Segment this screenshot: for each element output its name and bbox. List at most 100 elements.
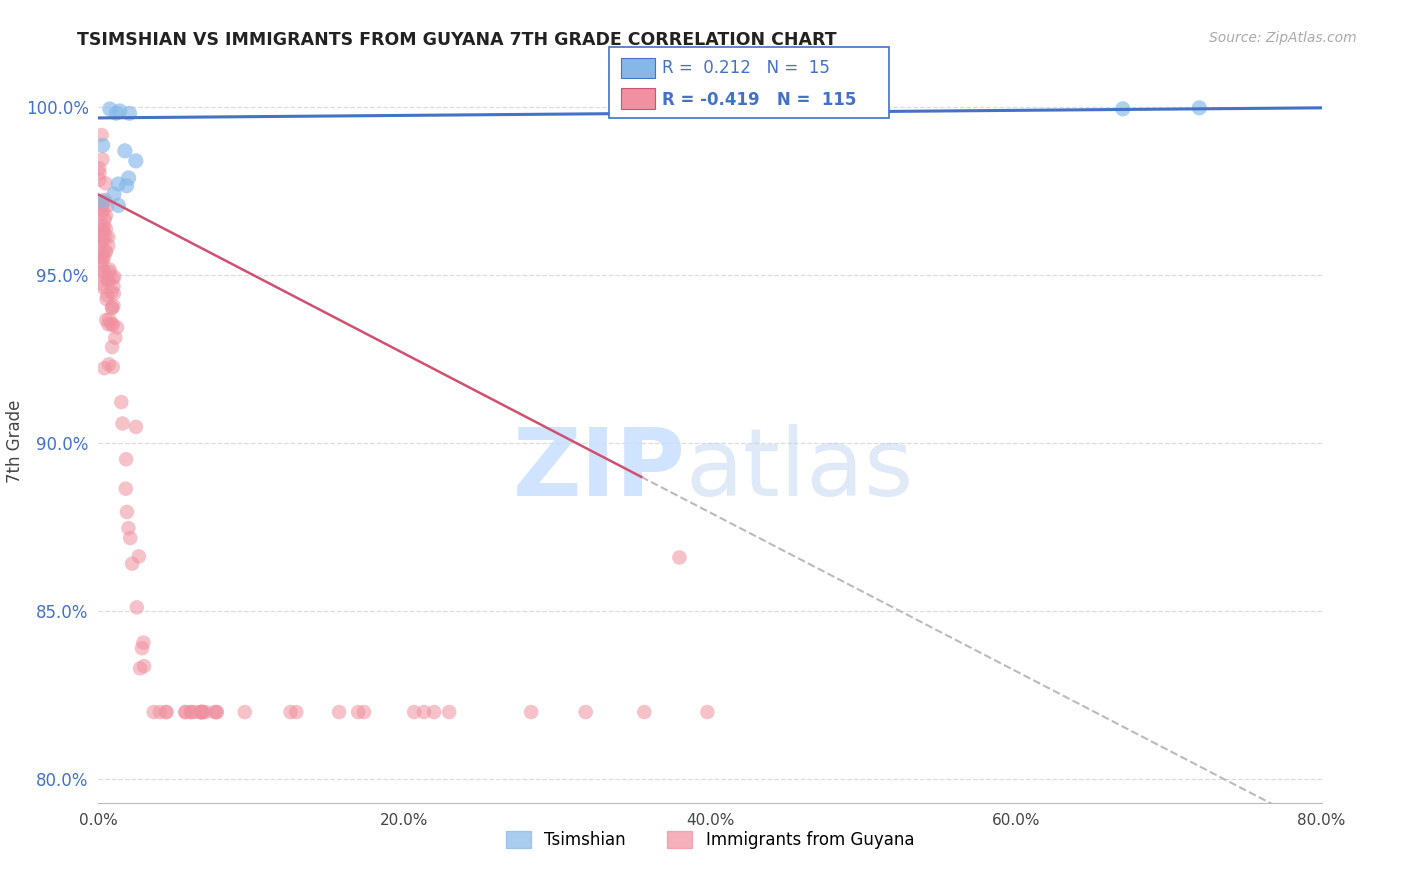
Point [174,705,197,719]
Point [423,705,446,719]
Point [91,229,114,244]
Point [89,173,111,187]
Point [105,320,128,334]
Point [90,128,112,142]
Point [104,331,127,345]
Point [90,251,112,265]
Point [94,221,117,235]
Point [114,482,136,496]
Point [97,273,120,287]
Point [125,153,148,168]
Point [91,194,114,208]
Point [190,705,212,719]
Point [132,635,155,649]
Point [91,203,114,218]
Point [94,209,117,223]
Point [1188,101,1211,115]
Point [100,317,122,331]
Point [105,106,128,120]
Point [90,255,112,269]
Point [180,705,202,719]
Legend: Tsimshian, Immigrants from Guyana: Tsimshian, Immigrants from Guyana [499,824,921,856]
Text: atlas: atlas [686,425,914,516]
Point [132,659,155,673]
Point [155,705,177,719]
Point [125,420,148,434]
Point [101,318,124,332]
Point [103,286,125,301]
Point [91,280,114,294]
Point [98,262,121,277]
Point [155,705,177,719]
Point [149,705,172,719]
Point [91,138,114,153]
Point [103,269,125,284]
Point [91,225,114,239]
Text: R =  0.212   N =  15: R = 0.212 N = 15 [662,59,830,77]
Point [347,705,370,719]
Point [93,268,115,282]
Point [93,251,115,265]
Point [633,705,655,719]
Point [1112,102,1135,116]
Point [94,229,117,244]
Point [120,531,142,545]
Point [190,705,212,719]
Point [91,197,114,211]
Point [91,277,114,291]
Point [285,705,308,719]
Point [520,705,543,719]
Point [103,299,125,313]
Point [205,705,228,719]
Point [190,705,212,719]
Point [328,705,350,719]
Point [96,199,118,213]
Point [101,301,124,315]
Point [93,219,115,233]
Point [91,223,114,237]
Point [103,279,125,293]
Point [205,705,228,719]
Point [121,557,143,571]
Point [191,705,214,719]
Point [94,193,117,207]
Point [100,285,122,299]
Point [114,144,136,158]
Point [101,271,124,285]
Point [413,705,436,719]
Point [90,245,112,260]
Point [97,318,120,332]
Point [117,171,139,186]
Point [101,301,124,315]
Point [89,161,111,176]
Point [280,705,302,719]
Point [98,312,121,326]
Point [107,177,129,191]
Point [125,600,148,615]
Point [98,265,121,279]
Point [437,705,460,719]
Point [174,705,197,719]
Point [353,705,375,719]
Point [89,238,111,252]
Point [575,705,598,719]
Point [91,234,114,248]
Point [107,198,129,212]
Point [101,359,124,374]
Text: ZIP: ZIP [513,425,686,516]
Point [97,230,120,244]
Point [96,292,118,306]
Point [97,238,120,252]
Point [110,395,132,409]
Point [117,521,139,535]
Point [89,166,111,180]
Point [115,505,138,519]
Point [98,102,121,116]
Point [204,705,226,719]
Point [94,244,117,259]
Point [108,103,131,118]
Point [190,705,212,719]
Point [142,705,165,719]
Point [96,313,118,327]
Text: R = -0.419   N =  115: R = -0.419 N = 115 [662,91,856,109]
